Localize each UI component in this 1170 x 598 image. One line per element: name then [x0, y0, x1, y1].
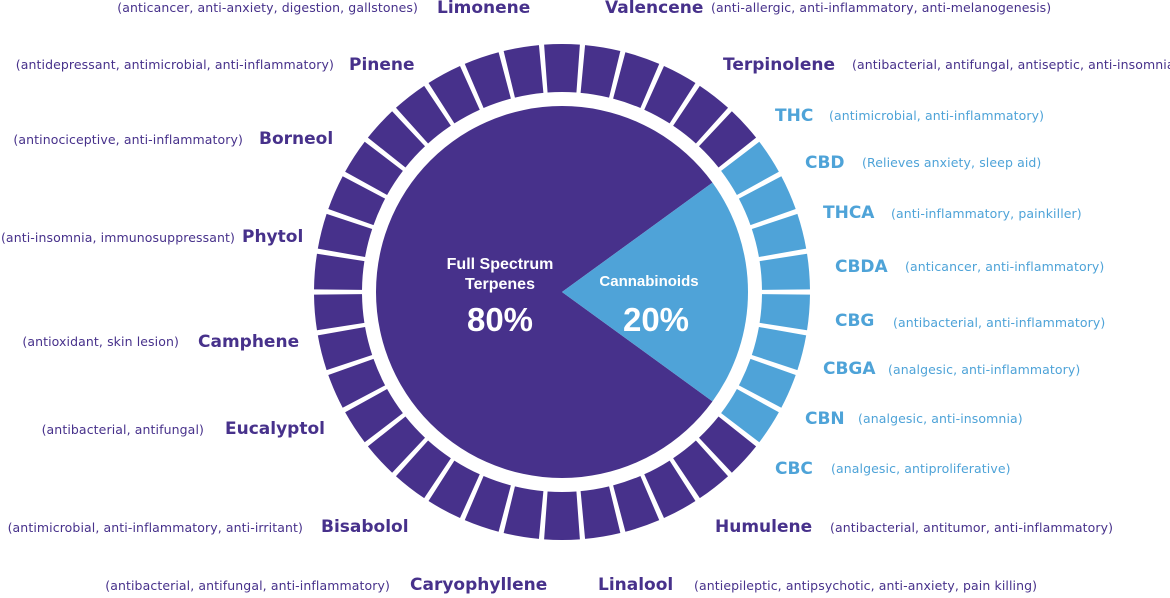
segment-ring [314, 44, 810, 541]
terpene-name-terpinolene: Terpinolene [723, 55, 836, 75]
terpene-name-caryophyllene: Caryophyllene [410, 575, 548, 595]
cannabinoid-name-cbga: CBGA [823, 359, 876, 379]
ring-segment-terpene [317, 326, 373, 371]
terpene-desc-eucalyptol: (antibacterial, antifungal) [41, 422, 204, 437]
ring-segment-terpene [544, 491, 580, 541]
composition-pie [376, 105, 749, 479]
ring-segment-terpene [673, 440, 729, 499]
cannabinoid-name-cbc: CBC [775, 459, 813, 479]
ring-segment-terpene [395, 85, 451, 144]
terpene-name-valencene: Valencene [605, 0, 704, 18]
ring-segment-terpene [644, 65, 696, 124]
ring-segment-cannabinoid [759, 253, 810, 290]
ring-segment-terpene [503, 486, 544, 539]
terpene-name-bisabolol: Bisabolol [321, 517, 409, 537]
pie-label-cannabinoids: Cannabinoids [599, 273, 698, 290]
terpene-desc-camphene: (antioxidant, skin lesion) [22, 334, 179, 349]
ring-segment-terpene [314, 253, 365, 290]
pie-label-terpenes-line2: Terpenes [465, 276, 535, 293]
cannabinoid-desc-cbn: (analgesic, anti-insomnia) [858, 411, 1023, 426]
terpene-name-phytol: Phytol [242, 227, 304, 247]
cannabinoid-desc-cbda: (anticancer, anti-inflammatory) [905, 259, 1105, 274]
ring-segment-terpene [428, 460, 480, 519]
ring-segment-cannabinoid [721, 389, 779, 443]
terpene-name-linalool: Linalool [598, 575, 674, 595]
terpene-name-limonene: Limonene [437, 0, 531, 18]
ring-segment-terpene [673, 85, 729, 144]
ring-segment-terpene [464, 475, 511, 532]
ring-segment-terpene [503, 45, 544, 98]
cannabinoid-desc-cbd: (Relieves anxiety, sleep aid) [862, 155, 1042, 170]
ring-segment-terpene [367, 111, 426, 168]
ring-segment-terpene [367, 416, 426, 473]
ring-segment-cannabinoid [751, 213, 807, 258]
ring-segment-terpene [698, 416, 757, 473]
terpene-name-borneol: Borneol [259, 129, 334, 149]
ring-segment-terpene [613, 52, 660, 109]
ring-segment-cannabinoid [751, 326, 807, 371]
pie-value-cannabinoids: 20% [623, 301, 689, 338]
pie-slice-cannabinoids [562, 182, 749, 402]
terpene-desc-valencene: (anti-allergic, anti-inflammatory, anti-… [711, 0, 1052, 15]
terpene-desc-caryophyllene: (antibacterial, antifungal, anti-inflamm… [105, 578, 390, 593]
terpene-desc-phytol: (anti-insomnia, immunosuppressant) [0, 230, 235, 245]
terpene-desc-humulene: (antibacterial, antitumor, anti-inflamma… [830, 520, 1114, 535]
terpene-name-camphene: Camphene [198, 332, 300, 352]
cannabinoid-name-cbn: CBN [805, 409, 845, 429]
cannabinoid-desc-cbga: (analgesic, anti-inflammatory) [888, 362, 1081, 377]
ring-segment-terpene [544, 44, 580, 93]
cannabinoid-desc-thca: (anti-inflammatory, painkiller) [891, 206, 1082, 221]
ring-segment-terpene [580, 45, 621, 98]
ring-segment-terpene [314, 294, 365, 331]
terpene-desc-bisabolol: (antimicrobial, anti-inflammatory, anti-… [7, 520, 303, 535]
ring-segment-terpene [395, 440, 451, 499]
ring-segment-cannabinoid [721, 141, 779, 195]
ring-segment-terpene [317, 213, 373, 258]
terpene-name-eucalyptol: Eucalyptol [225, 419, 325, 439]
cannabinoid-name-thc: THC [775, 106, 814, 126]
ring-segment-terpene [345, 141, 403, 195]
terpene-desc-linalool: (antiepileptic, antipsychotic, anti-anxi… [694, 578, 1038, 593]
terpene-name-humulene: Humulene [715, 517, 813, 537]
ring-segment-terpene [464, 52, 511, 109]
ring-segment-terpene [428, 65, 480, 124]
ring-segment-cannabinoid [759, 294, 810, 331]
terpene-desc-borneol: (antinociceptive, anti-inflammatory) [13, 132, 243, 147]
cannabinoid-name-cbda: CBDA [835, 257, 888, 277]
ring-segment-cannabinoid [738, 358, 796, 408]
pie-slice-terpenes [376, 105, 713, 479]
terpene-desc-terpinolene: (antibacterial, antifungal, antiseptic, … [852, 57, 1170, 72]
ring-segment-terpene [644, 460, 696, 519]
ring-segment-terpene [328, 176, 386, 226]
ring-segment-terpene [345, 389, 403, 443]
ring-segment-terpene [328, 358, 386, 408]
ring-segment-terpene [580, 486, 621, 539]
ring-segment-terpene [613, 475, 660, 532]
pie-value-terpenes: 80% [467, 301, 533, 338]
terpene-name-pinene: Pinene [349, 55, 415, 75]
ring-segment-terpene [698, 111, 757, 168]
cannabinoid-name-cbg: CBG [835, 311, 875, 331]
cannabinoid-desc-cbc: (analgesic, antiproliferative) [831, 461, 1011, 476]
terpene-desc-limonene: (anticancer, anti-anxiety, digestion, ga… [117, 0, 418, 15]
terpene-desc-pinene: (antidepressant, antimicrobial, anti-inf… [15, 57, 334, 72]
cannabinoid-desc-cbg: (antibacterial, anti-inflammatory) [893, 315, 1106, 330]
cannabinoid-name-thca: THCA [823, 203, 875, 223]
cannabinoid-name-cbd: CBD [805, 153, 845, 173]
pie-label-terpenes-line1: Full Spectrum [447, 256, 554, 273]
cannabinoid-desc-thc: (antimicrobial, anti-inflammatory) [829, 108, 1045, 123]
ring-segment-cannabinoid [738, 176, 796, 226]
